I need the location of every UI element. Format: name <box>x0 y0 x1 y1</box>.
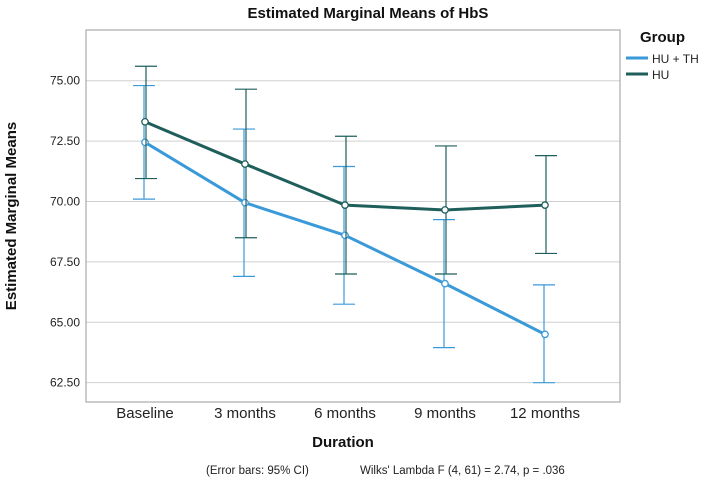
data-point <box>241 198 249 207</box>
series-line <box>144 120 546 212</box>
series-hu-th <box>133 84 555 384</box>
chart-title: Estimated Marginal Means of HbS <box>248 5 489 22</box>
x-ticks: Baseline 3 months 6 months 9 months 12 month… <box>116 405 580 422</box>
y-tick-label: 62.50 <box>50 376 80 390</box>
legend-title: Group <box>640 29 685 46</box>
y-tick-label: 65.00 <box>50 315 80 329</box>
data-point <box>141 117 149 126</box>
y-ticks: 62.50 65.00 67.50 70.00 72.50 75.00 <box>50 74 80 390</box>
x-tick-label: 9 months <box>414 405 476 422</box>
legend-label-hu: HU <box>652 68 669 82</box>
y-tick-label: 70.00 <box>50 195 80 209</box>
y-tick-label: 72.50 <box>50 134 80 148</box>
error-bars-note: (Error bars: 95% CI) <box>206 465 309 477</box>
x-tick-label: 12 months <box>510 405 580 422</box>
statistics-note: Wilks' Lambda F (4, 61) = 2.74, p = .036 <box>360 465 565 477</box>
data-point <box>341 201 349 209</box>
data-point <box>341 231 349 240</box>
y-tick-label: 75.00 <box>50 74 80 88</box>
data-point <box>541 330 549 339</box>
data-point <box>441 279 449 288</box>
legend: Group HU + TH HU <box>626 29 699 82</box>
series-hu <box>135 65 557 275</box>
legend-label-hu-th: HU + TH <box>652 52 699 66</box>
y-tick-label: 67.50 <box>50 255 80 269</box>
x-tick-label: Baseline <box>116 405 174 422</box>
y-axis-title: Estimated Marginal Means <box>3 122 20 310</box>
data-point <box>141 138 149 147</box>
plot-frame <box>85 29 621 403</box>
x-axis-title: Duration <box>312 434 374 451</box>
x-tick-label: 3 months <box>214 405 276 422</box>
series-layer <box>133 65 557 384</box>
x-tick-label: 6 months <box>314 405 376 422</box>
grid-layer <box>86 80 620 384</box>
data-point <box>541 201 549 209</box>
data-point <box>441 206 449 214</box>
data-point <box>241 160 249 168</box>
